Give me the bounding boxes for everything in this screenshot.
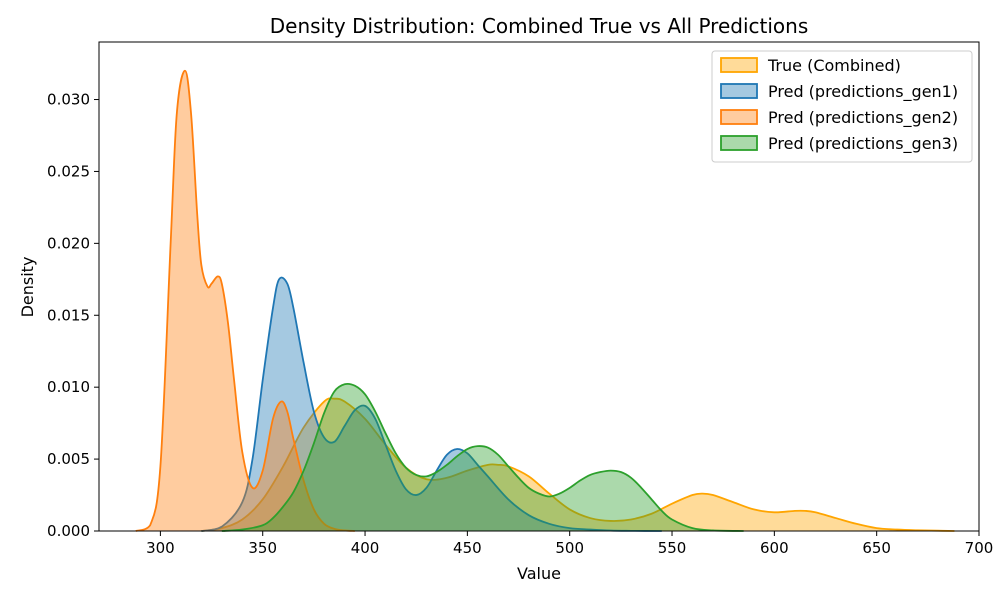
density-line-pred-predictions-gen2 [135, 69, 355, 532]
legend-item-true-combined: True (Combined) [720, 56, 901, 75]
legend-swatch [720, 109, 758, 125]
density-line-true-combined [201, 397, 955, 532]
x-tick-label: 300 [146, 539, 175, 557]
y-axis-label: Density [18, 257, 37, 318]
y-tick-label: 0.025 [47, 162, 90, 180]
density-area-pred-predictions-gen1 [201, 277, 662, 531]
legend-item-pred-predictions-gen2: Pred (predictions_gen2) [720, 108, 958, 128]
y-axis-ticks: 0.000 0.005 0.010 0.015 0.020 0.025 0.030 [47, 91, 99, 540]
x-axis-ticks: 300 350 400 450 500 550 600 650 700 [146, 531, 993, 557]
y-tick-label: 0.015 [47, 306, 90, 324]
y-tick-label: 0.010 [47, 378, 90, 396]
x-tick-label: 350 [248, 539, 277, 557]
x-tick-label: 450 [453, 539, 482, 557]
legend-swatch [720, 135, 758, 151]
series-pred-predictions-gen1 [201, 276, 662, 532]
axes-layer [98, 41, 980, 532]
density-area-true-combined [201, 398, 955, 531]
density-line-pred-predictions-gen1 [201, 276, 662, 532]
x-axis-label: Value [517, 564, 561, 583]
density-line-pred-predictions-gen3 [221, 382, 744, 532]
series-pred-predictions-gen2 [135, 69, 355, 532]
legend-label: Pred (predictions_gen3) [768, 134, 958, 154]
density-area-pred-predictions-gen2 [135, 70, 355, 531]
legend-item-pred-predictions-gen1: Pred (predictions_gen1) [720, 82, 958, 102]
series-true-combined [201, 397, 955, 532]
y-tick-label: 0.005 [47, 450, 90, 468]
legend-swatch [720, 57, 758, 73]
series-pred-predictions-gen3 [221, 382, 744, 532]
x-tick-label: 500 [555, 539, 584, 557]
y-tick-label: 0.030 [47, 91, 90, 109]
legend: True (Combined) Pred (predictions_gen1) Pr… [711, 50, 973, 163]
x-tick-label: 400 [351, 539, 380, 557]
chart-title: Density Distribution: Combined True vs A… [270, 14, 809, 38]
y-tick-label: 0.000 [47, 522, 90, 540]
legend-item-pred-predictions-gen3: Pred (predictions_gen3) [720, 134, 958, 154]
plot-frame [98, 41, 980, 532]
legend-label: True (Combined) [767, 56, 901, 75]
legend-label: Pred (predictions_gen1) [768, 82, 958, 102]
density-area-pred-predictions-gen3 [221, 383, 744, 531]
x-tick-label: 550 [658, 539, 687, 557]
legend-frame [711, 50, 973, 163]
x-tick-label: 650 [862, 539, 891, 557]
legend-label: Pred (predictions_gen2) [768, 108, 958, 128]
x-tick-label: 600 [760, 539, 789, 557]
y-tick-label: 0.020 [47, 234, 90, 252]
legend-swatch [720, 83, 758, 99]
x-tick-label: 700 [965, 539, 994, 557]
series-layer [135, 69, 955, 532]
